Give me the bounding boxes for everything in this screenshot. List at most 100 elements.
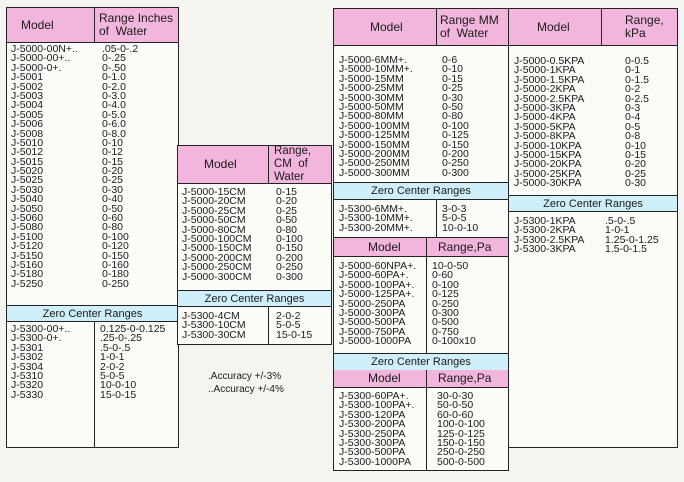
header-range: Range,Pa <box>438 239 492 254</box>
zero-model-item: J-5300-4CM <box>182 310 240 322</box>
zero-model-item: J-5300-30CM <box>182 328 246 341</box>
range-list: 0-0.5 0-1 0-1.5 0-2 0-2.5 0-3 0-4 0-5 0-8 0-10 0-1… <box>625 56 649 190</box>
range-item: 10-0-50 <box>432 260 469 272</box>
model-item: J-5000-5KPA <box>514 120 576 133</box>
model-item: J-5000-10KPA <box>514 139 582 152</box>
zero-range-list: 3-0-3 5-0-5 10-0-10 <box>442 204 478 234</box>
range-item: 0-50 <box>442 100 464 113</box>
zero-model-item: J-5300-10MM+. <box>339 212 413 225</box>
range-item: 0-2.5 <box>625 92 649 105</box>
range-item: 0-30 <box>625 177 647 190</box>
model-item: J-5000-2KPA <box>514 83 576 96</box>
header-model: Model <box>368 371 401 385</box>
zero-range-item: 15-0-15 <box>100 388 137 401</box>
range-item: 0-15 <box>102 155 124 168</box>
zero-range-list: .5-0-.5 1-0-1 1.25-0-1.25 1.5-0-1.5 <box>605 216 659 255</box>
zero-range-item: 50-0-50 <box>437 399 474 412</box>
zero-range-item: 100-0-100 <box>437 418 485 431</box>
model-item: J-5000-200MM <box>339 147 410 160</box>
range-item: 0-15 <box>625 148 647 161</box>
zero-model-item: J-5300-250PA <box>339 427 406 440</box>
model-item: J-5000-00N+.. <box>11 43 78 55</box>
model-item: J-5000-60NPA+. <box>339 260 417 272</box>
model-item: J-5000-750PA <box>339 325 406 338</box>
range-list: .05-0-.2 0-.25 0-.50 0-1.0 0-2.0 0-3.0 0-4.0 0-… <box>102 43 139 290</box>
range-item: 0-120 <box>102 240 129 253</box>
range-item: 0-300 <box>432 306 459 319</box>
zero-range-item: 2-0-2 <box>100 360 125 373</box>
zero-range-list: 30-0-30 50-0-50 60-0-60 100-0-100 125-0-125 1… <box>437 391 485 468</box>
range-item: 0-80 <box>276 223 298 236</box>
range-item: 0-10 <box>102 136 124 149</box>
zero-range-item: 10-0-10 <box>100 379 137 392</box>
model-item: J-5000-300CM <box>182 270 252 283</box>
range-item: 0-20 <box>102 165 124 178</box>
model-item: J-5000-00+.. <box>11 52 71 65</box>
range-item: 0-4.0 <box>102 99 126 112</box>
model-item: J-5000-250MM <box>339 157 410 170</box>
header-model: Model <box>368 239 401 254</box>
table-kpa: Model Range, kPa J-5000-0.5KPA J-5000-1KP… <box>508 8 678 448</box>
model-item: J-5000-300MM <box>339 166 410 179</box>
zero-range-item: 5-0-5 <box>276 319 301 332</box>
range-item: 0-60 <box>102 212 124 225</box>
model-item: J-5008 <box>11 127 44 140</box>
range-item: 0-5.0 <box>102 108 126 121</box>
header-range: Range, CM of Water <box>274 145 312 183</box>
zero-range-item: 1-0-1 <box>100 351 125 364</box>
model-item: J-5006 <box>11 118 44 131</box>
model-item: J-5160 <box>11 258 44 271</box>
model-item: J-5000-1.5KPA <box>514 73 585 86</box>
zero-range-item: .5-0-.5 <box>100 341 131 354</box>
model-item: J-5012 <box>11 146 44 159</box>
model-item: J-5010 <box>11 136 44 149</box>
model-item: J-5000-250CM <box>182 261 252 274</box>
model-item: J-5000-150MM <box>339 138 410 151</box>
range-item: 0-15 <box>442 72 464 85</box>
range-item: 0-10 <box>442 63 464 76</box>
range-item: 0-1 <box>625 64 641 77</box>
model-item: J-5000-3KPA <box>514 101 576 114</box>
zero-range-item: 150-0-150 <box>437 436 485 449</box>
model-item: J-5050 <box>11 202 44 215</box>
zero-model-item: J-5300-2.5KPA <box>514 233 585 246</box>
model-item: J-5040 <box>11 193 44 206</box>
zero-model-list: J-5300-4CM J-5300-10CM J-5300-30CM <box>182 310 246 341</box>
zero-model-item: J-5300-3KPA <box>514 243 576 256</box>
model-item: J-5000-250PA <box>339 297 406 310</box>
zero-center-title: Zero Center Ranges <box>333 353 509 371</box>
model-item: J-5000-20CM <box>182 195 246 208</box>
model-item: J-5000-15CM <box>182 186 246 198</box>
range-list: 0-6 0-10 0-15 0-25 0-30 0-50 0-80 0-100 0-125 0-1… <box>442 55 469 179</box>
model-item: J-5004 <box>11 99 44 112</box>
model-item: J-5100 <box>11 230 44 243</box>
model-item: J-5000-150CM <box>182 242 252 255</box>
range-item: 0-50 <box>102 202 124 215</box>
table-mm-water: Model Range MM of Water J-5000-6MM+. J-50… <box>333 8 509 238</box>
zero-model-item: J-5300-6MM+. <box>339 203 407 215</box>
zero-model-item: J-5301 <box>11 341 44 354</box>
header-range: Range, kPa <box>625 13 664 40</box>
model-item: J-5080 <box>11 221 44 234</box>
range-item: 0-8.0 <box>102 127 126 140</box>
zero-model-item: J-5300-120PA <box>339 408 406 421</box>
range-item: 0-4 <box>625 111 641 124</box>
range-item: .05-0-.2 <box>102 43 139 55</box>
zero-model-item: J-5330 <box>11 388 44 401</box>
zero-model-item: J-5300-00+.. <box>11 323 71 335</box>
range-item: 0-25 <box>625 167 647 180</box>
header-kpa: Model Range, kPa <box>509 9 677 46</box>
model-list: J-5000-15CM J-5000-20CM J-5000-25CM J-5000-… <box>182 186 252 283</box>
model-item: J-5015 <box>11 155 44 168</box>
model-item: J-5020 <box>11 165 44 178</box>
range-item: 0-6.0 <box>102 118 126 131</box>
model-item: J-5002 <box>11 80 44 93</box>
model-item: J-5000-20KPA <box>514 158 582 171</box>
zero-range-item: 2-0-2 <box>276 310 301 322</box>
range-item: 0-12 <box>102 146 124 159</box>
range-item: 0-50 <box>276 214 298 227</box>
model-item: J-5000-300PA <box>339 306 406 319</box>
model-item: J-5000-50CM <box>182 214 246 227</box>
zero-model-list: J-5300-1KPA J-5300-2KPA J-5300-2.5KPA J-530… <box>514 216 585 256</box>
model-item: J-5030 <box>11 183 44 196</box>
